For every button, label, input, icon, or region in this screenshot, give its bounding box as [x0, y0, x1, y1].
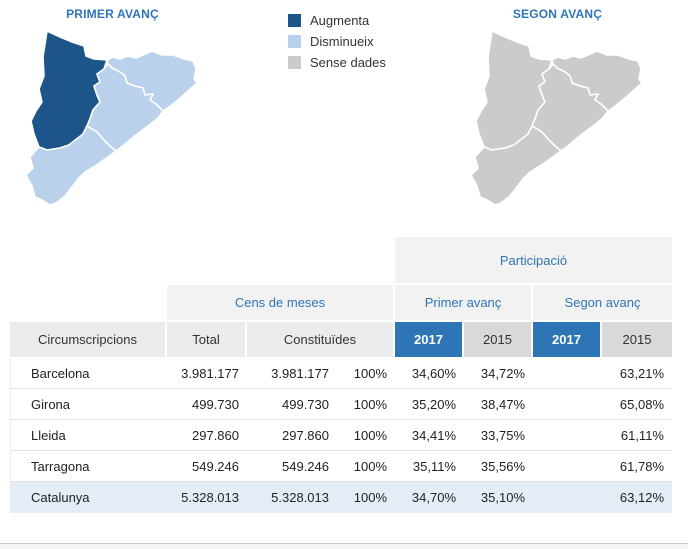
segon-2015-value: 63,12% — [602, 482, 672, 513]
table-row-lleida: Lleida 297.860 297.860 100% 34,41% 33,75… — [10, 420, 672, 451]
col-header-primer-2015: 2015 — [464, 322, 533, 357]
subgroup-primer-avanc: Primer avanç — [395, 285, 533, 320]
row-label: Girona — [10, 389, 167, 420]
cens-constituides-pct: 100% — [337, 451, 395, 482]
legend-item-disminueix: Disminueix — [288, 31, 386, 52]
primer-2017-value: 34,41% — [395, 420, 464, 451]
map-segon-title: SEGON AVANÇ — [512, 7, 603, 21]
participation-table: Participació Cens de meses Primer avanç … — [10, 237, 672, 513]
cens-constituides-pct: 100% — [337, 358, 395, 389]
col-header-total: Total — [167, 322, 247, 357]
row-label: Catalunya — [10, 482, 167, 513]
map-segon-avanc: SEGON AVANÇ — [465, 6, 650, 219]
primer-2015-value: 38,47% — [464, 389, 533, 420]
province-tarragona-primer — [25, 125, 117, 206]
primer-2017-value: 34,70% — [395, 482, 464, 513]
cens-constituides: 3.981.177 — [247, 358, 337, 389]
group-header-participacio: Participació — [395, 237, 672, 283]
segon-2017-value — [533, 451, 602, 482]
map-primer-title: PRIMER AVANÇ — [66, 7, 159, 21]
cens-total: 499.730 — [167, 389, 247, 420]
augmenta-swatch-icon — [288, 14, 301, 27]
disminueix-swatch-icon — [288, 35, 301, 48]
legend-label: Sense dades — [310, 55, 386, 70]
table-row-girona: Girona 499.730 499.730 100% 35,20% 38,47… — [10, 389, 672, 420]
subgroup-cens-de-meses: Cens de meses — [167, 285, 395, 320]
segon-2017-value — [533, 389, 602, 420]
segon-2017-value — [533, 482, 602, 513]
primer-2015-value: 35,10% — [464, 482, 533, 513]
header-spacer — [10, 285, 167, 320]
cens-total: 3.981.177 — [167, 358, 247, 389]
catalonia-map-primer — [25, 30, 198, 206]
province-tarragona-segon — [470, 125, 562, 206]
cens-total: 5.328.013 — [167, 482, 247, 513]
map-legend: Augmenta Disminueix Sense dades — [288, 10, 386, 73]
cens-constituides-pct: 100% — [337, 482, 395, 513]
segon-2015-value: 65,08% — [602, 389, 672, 420]
col-header-segon-2017: 2017 — [533, 322, 602, 357]
primer-2015-value: 33,75% — [464, 420, 533, 451]
province-barcelona-primer — [86, 63, 164, 152]
row-label: Barcelona — [10, 358, 167, 389]
header-spacer — [10, 237, 395, 283]
section-divider — [0, 543, 688, 549]
segon-2017-value — [533, 420, 602, 451]
segon-2017-value — [533, 358, 602, 389]
province-barcelona-segon — [531, 63, 609, 152]
segon-2015-value: 63,21% — [602, 358, 672, 389]
col-header-primer-2017: 2017 — [395, 322, 464, 357]
row-label: Lleida — [10, 420, 167, 451]
table-group-header-row: Participació — [10, 237, 672, 283]
legend-label: Augmenta — [310, 13, 370, 28]
cens-constituides: 5.328.013 — [247, 482, 337, 513]
row-label: Tarragona — [10, 451, 167, 482]
table-row-catalunya-total: Catalunya 5.328.013 5.328.013 100% 34,70… — [10, 482, 672, 513]
catalonia-map-segon — [470, 30, 643, 206]
subgroup-segon-avanc: Segon avanç — [533, 285, 672, 320]
col-header-circumscripcions: Circumscripcions — [10, 322, 167, 357]
primer-2015-value: 34,72% — [464, 358, 533, 389]
primer-2017-value: 35,11% — [395, 451, 464, 482]
col-header-constituides: Constituïdes — [247, 322, 395, 357]
legend-label: Disminueix — [310, 34, 374, 49]
table-subgroup-header-row: Cens de meses Primer avanç Segon avanç — [10, 285, 672, 320]
legend-item-sense-dades: Sense dades — [288, 52, 386, 73]
primer-2017-value: 34,60% — [395, 358, 464, 389]
table-column-header-row: Circumscripcions Total Constituïdes 2017… — [10, 322, 672, 357]
primer-2017-value: 35,20% — [395, 389, 464, 420]
cens-total: 549.246 — [167, 451, 247, 482]
segon-2015-value: 61,78% — [602, 451, 672, 482]
legend-item-augmenta: Augmenta — [288, 10, 386, 31]
cens-constituides-pct: 100% — [337, 420, 395, 451]
cens-constituides: 499.730 — [247, 389, 337, 420]
primer-2015-value: 35,56% — [464, 451, 533, 482]
sense-dades-swatch-icon — [288, 56, 301, 69]
segon-2015-value: 61,11% — [602, 420, 672, 451]
map-primer-avanc: PRIMER AVANÇ — [20, 6, 205, 219]
col-header-segon-2015: 2015 — [602, 322, 672, 357]
cens-constituides-pct: 100% — [337, 389, 395, 420]
cens-total: 297.860 — [167, 420, 247, 451]
cens-constituides: 297.860 — [247, 420, 337, 451]
cens-constituides: 549.246 — [247, 451, 337, 482]
table-row-barcelona: Barcelona 3.981.177 3.981.177 100% 34,60… — [10, 358, 672, 389]
table-row-tarragona: Tarragona 549.246 549.246 100% 35,11% 35… — [10, 451, 672, 482]
